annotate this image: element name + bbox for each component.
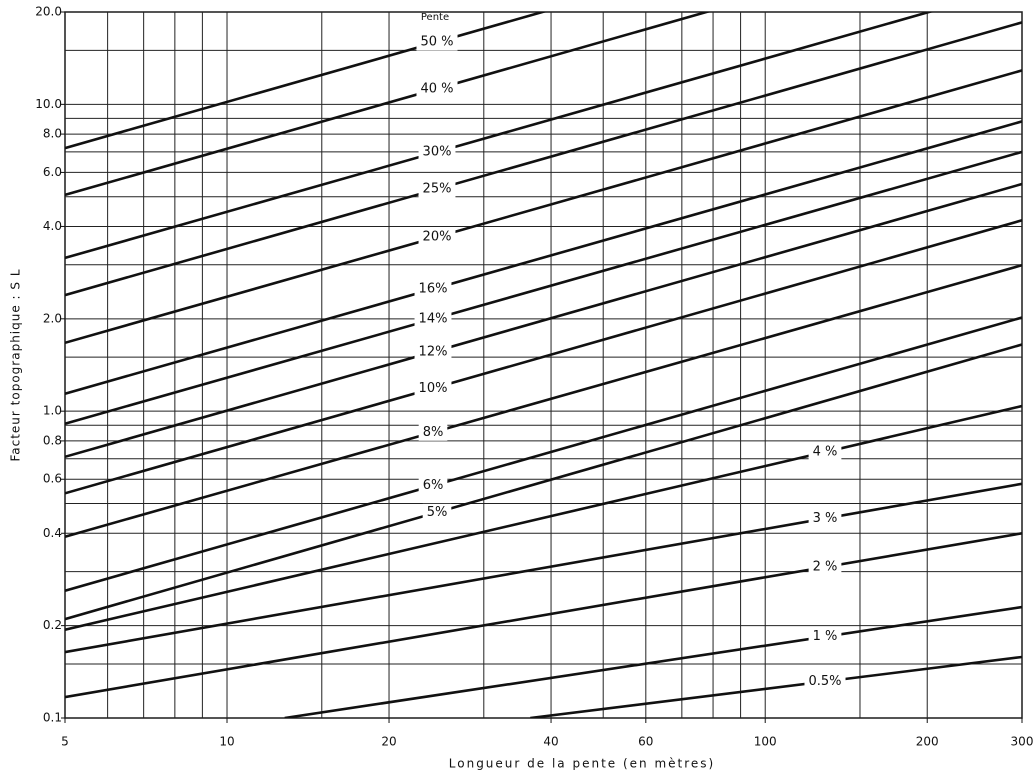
x-tick-label: 200 (916, 735, 939, 749)
series-label: 30% (423, 144, 452, 159)
plot-frame (64, 11, 1023, 719)
y-tick-label: 0.8 (43, 433, 62, 447)
y-tick-label: 10.0 (35, 97, 62, 111)
series-line (65, 12, 712, 197)
y-tick-label: 4.0 (43, 219, 62, 233)
x-tick-label: 5 (61, 735, 69, 749)
label-background (418, 477, 448, 495)
series-label: 4 % (813, 445, 838, 460)
y-tick-label: 0.6 (43, 472, 62, 486)
y-tick-label: 6.0 (43, 165, 62, 179)
x-tick-label: 100 (754, 735, 777, 749)
label-background (808, 558, 842, 576)
series-line (65, 12, 548, 150)
annotation: Pente (421, 12, 449, 23)
y-axis-title: Facteur topographique : S L (9, 268, 23, 461)
label-background (414, 343, 452, 361)
y-tick-label: 8.0 (43, 127, 62, 141)
lines (65, 12, 1022, 718)
label-background (422, 503, 452, 521)
y-tick-label: 0.1 (43, 711, 62, 725)
label-background (414, 379, 452, 397)
label-background (804, 672, 846, 690)
label-background (808, 628, 842, 646)
label-background (418, 423, 448, 441)
series-line (65, 532, 1022, 699)
series-label: 40 % (420, 81, 453, 96)
series-line (65, 482, 1022, 654)
label-background (808, 509, 842, 527)
x-tick-label: 10 (219, 735, 234, 749)
x-tick-label: 300 (1011, 735, 1034, 749)
series-line (530, 655, 1022, 718)
y-tick-label: 0.2 (43, 618, 62, 632)
y-tick-label: 0.4 (43, 526, 62, 540)
series-line (65, 182, 1022, 459)
series-label: 1 % (813, 629, 838, 644)
series-line (65, 404, 1022, 631)
label-background (418, 228, 456, 246)
series-label: 25% (423, 182, 452, 197)
series-label: 8% (423, 425, 444, 440)
series-label: 10% (419, 381, 448, 396)
x-tick-label: 60 (638, 735, 653, 749)
series-line (65, 12, 934, 260)
label-background (416, 33, 458, 51)
series-line (65, 316, 1022, 592)
series-line (65, 263, 1022, 538)
label-background (414, 280, 452, 298)
series-label: 3 % (813, 511, 838, 526)
series-label: 2 % (813, 559, 838, 574)
x-tick-label: 40 (543, 735, 558, 749)
series-label: 12% (419, 344, 448, 359)
series-label: 6% (423, 478, 444, 493)
label-background (414, 310, 452, 328)
y-tick-label: 2.0 (43, 311, 62, 325)
label-background (418, 180, 456, 198)
series-line (284, 605, 1022, 718)
series-label: 5% (427, 505, 448, 520)
series-label: 20% (423, 229, 452, 244)
x-tick-label: 20 (381, 735, 396, 749)
y-tick-label: 20.0 (35, 5, 62, 19)
series-line (65, 69, 1022, 345)
series-line (65, 21, 1022, 297)
labels: 50 % 40 % 30% 25% 20% 16% 14% 12% 10% 8% 6% 5% 4 % 3 … (414, 33, 846, 690)
series-line (65, 219, 1022, 495)
series-line (65, 343, 1022, 621)
series-label: 0.5% (808, 674, 841, 689)
label-background (416, 80, 458, 98)
series-line (65, 150, 1022, 425)
series-line (65, 120, 1022, 395)
y-tick-label: 1.0 (43, 404, 62, 418)
series-label: 14% (419, 312, 448, 327)
series-label: 50 % (420, 35, 453, 50)
label-background (808, 443, 842, 461)
label-background (418, 143, 456, 161)
series-label: 16% (419, 282, 448, 297)
x-axis-title: Longueur de la pente (en mètres) (449, 757, 715, 771)
